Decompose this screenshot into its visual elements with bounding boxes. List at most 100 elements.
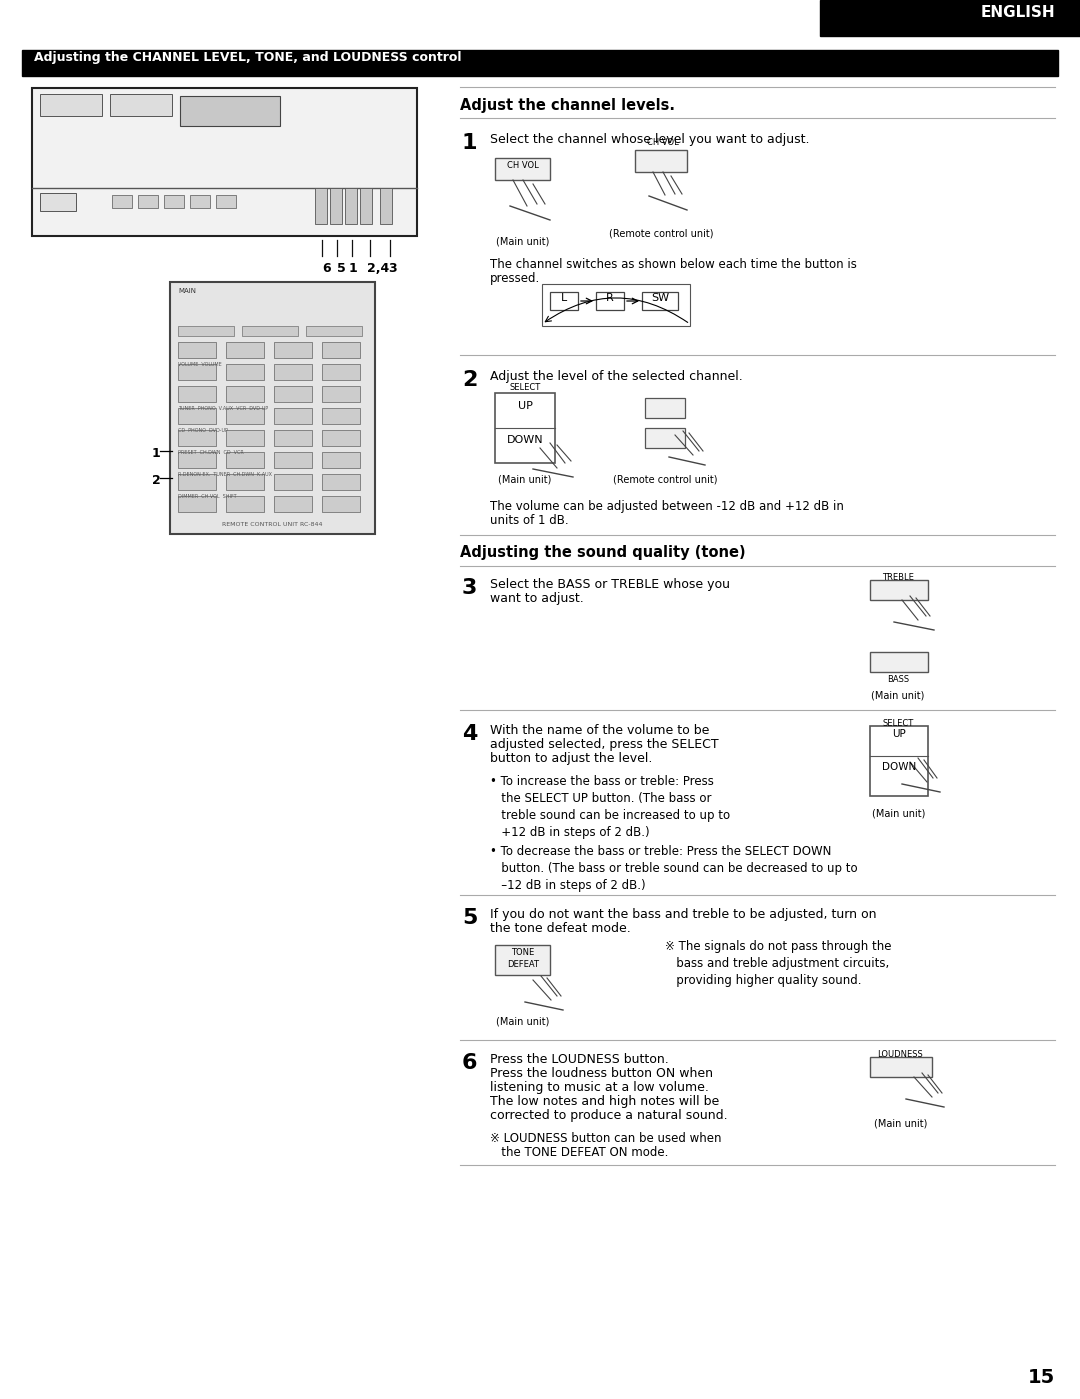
- Bar: [226, 364, 264, 381]
- Bar: [226, 474, 264, 490]
- Bar: [820, 0, 1080, 36]
- Text: 5: 5: [337, 262, 346, 276]
- Bar: [22, 50, 1058, 76]
- Text: 1: 1: [152, 448, 161, 460]
- Bar: [274, 497, 312, 512]
- Circle shape: [102, 154, 110, 162]
- Circle shape: [222, 154, 231, 162]
- Bar: [216, 194, 237, 208]
- Bar: [870, 1058, 932, 1077]
- Bar: [322, 497, 360, 512]
- Bar: [178, 326, 234, 336]
- Bar: [32, 88, 417, 236]
- Bar: [635, 150, 687, 172]
- Text: 3: 3: [388, 262, 396, 276]
- Bar: [322, 474, 360, 490]
- Circle shape: [156, 154, 164, 162]
- Text: CH VOL: CH VOL: [508, 161, 539, 171]
- Circle shape: [120, 154, 129, 162]
- Bar: [274, 429, 312, 446]
- Text: UP: UP: [892, 729, 906, 739]
- Circle shape: [313, 116, 405, 208]
- Bar: [274, 364, 312, 381]
- Bar: [495, 393, 555, 463]
- Bar: [322, 341, 360, 358]
- Text: (Remote control unit): (Remote control unit): [612, 476, 717, 485]
- Bar: [274, 474, 312, 490]
- Circle shape: [87, 196, 102, 210]
- Text: The channel switches as shown below each time the button is: The channel switches as shown below each…: [490, 257, 856, 271]
- Bar: [164, 194, 184, 208]
- Text: UP: UP: [517, 402, 532, 411]
- Text: pressed.: pressed.: [490, 271, 540, 285]
- Text: (Main unit): (Main unit): [875, 1118, 928, 1128]
- Bar: [542, 284, 690, 326]
- Text: TREBLE: TREBLE: [882, 574, 914, 582]
- Text: SELECT: SELECT: [882, 719, 914, 727]
- Bar: [322, 386, 360, 402]
- Text: DEFEAT: DEFEAT: [507, 960, 539, 970]
- Text: REMOTE CONTROL UNIT RC-844: REMOTE CONTROL UNIT RC-844: [221, 522, 322, 527]
- Bar: [315, 187, 327, 224]
- Text: The volume can be adjusted between -12 dB and +12 dB in: The volume can be adjusted between -12 d…: [490, 499, 843, 513]
- Circle shape: [83, 154, 93, 162]
- Bar: [226, 429, 264, 446]
- Text: (Main unit): (Main unit): [497, 236, 550, 246]
- Bar: [274, 386, 312, 402]
- Bar: [274, 341, 312, 358]
- Text: Adjust the channel levels.: Adjust the channel levels.: [460, 98, 675, 113]
- Text: CD  PHONO  DVD-UP: CD PHONO DVD-UP: [178, 428, 228, 434]
- Text: DOWN: DOWN: [882, 762, 916, 772]
- Text: corrected to produce a natural sound.: corrected to produce a natural sound.: [490, 1109, 728, 1122]
- Bar: [360, 187, 372, 224]
- Bar: [322, 364, 360, 381]
- Bar: [112, 194, 132, 208]
- Bar: [40, 94, 102, 116]
- Text: MAIN: MAIN: [178, 288, 195, 294]
- Text: R: R: [606, 292, 613, 304]
- Bar: [645, 397, 685, 418]
- Circle shape: [66, 154, 75, 162]
- Text: PRESET  CH.DWN  CD  VCR: PRESET CH.DWN CD VCR: [178, 450, 244, 455]
- Bar: [178, 341, 216, 358]
- Text: DIMMER  CH VOL  SHIFT: DIMMER CH VOL SHIFT: [178, 494, 237, 499]
- Bar: [138, 194, 158, 208]
- Text: L: L: [561, 292, 567, 304]
- Text: 2: 2: [462, 369, 477, 390]
- Text: BASS: BASS: [887, 674, 909, 684]
- Text: (Remote control unit): (Remote control unit): [609, 228, 713, 238]
- Text: 1: 1: [349, 262, 357, 276]
- Text: the TONE DEFEAT ON mode.: the TONE DEFEAT ON mode.: [490, 1146, 669, 1158]
- Bar: [870, 726, 928, 796]
- Bar: [226, 341, 264, 358]
- Text: Adjusting the CHANNEL LEVEL, TONE, and LOUDNESS control: Adjusting the CHANNEL LEVEL, TONE, and L…: [33, 50, 461, 64]
- Text: If you do not want the bass and treble to be adjusted, turn on: If you do not want the bass and treble t…: [490, 908, 877, 921]
- Text: DOWN: DOWN: [507, 435, 543, 445]
- Text: Adjusting the sound quality (tone): Adjusting the sound quality (tone): [460, 546, 745, 560]
- Circle shape: [137, 154, 147, 162]
- Bar: [274, 452, 312, 469]
- Bar: [242, 326, 298, 336]
- Bar: [226, 452, 264, 469]
- Text: ※ LOUDNESS button can be used when: ※ LOUDNESS button can be used when: [490, 1132, 721, 1144]
- Bar: [178, 452, 216, 469]
- Bar: [330, 187, 342, 224]
- Bar: [495, 944, 550, 975]
- Text: Press the LOUDNESS button.: Press the LOUDNESS button.: [490, 1053, 669, 1066]
- Bar: [178, 386, 216, 402]
- Text: 1: 1: [462, 133, 477, 152]
- Bar: [322, 429, 360, 446]
- Bar: [190, 194, 210, 208]
- Text: ENGLISH: ENGLISH: [981, 6, 1055, 20]
- Bar: [226, 386, 264, 402]
- Text: Press the loudness button ON when: Press the loudness button ON when: [490, 1067, 713, 1080]
- Text: 2: 2: [152, 474, 161, 487]
- Bar: [322, 409, 360, 424]
- Text: the tone defeat mode.: the tone defeat mode.: [490, 922, 631, 935]
- Text: (Main unit): (Main unit): [497, 1017, 550, 1027]
- Bar: [170, 283, 375, 534]
- Circle shape: [191, 154, 201, 162]
- Bar: [642, 292, 678, 311]
- Text: 15: 15: [1028, 1368, 1055, 1386]
- Circle shape: [174, 154, 183, 162]
